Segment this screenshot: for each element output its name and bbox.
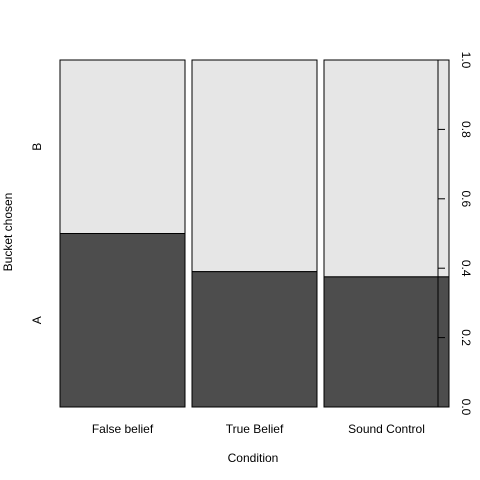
bars-layer	[59, 59, 450, 408]
bar-segment-a	[59, 233, 186, 408]
bar-segment-b	[59, 59, 186, 234]
bar-segment-b	[191, 59, 318, 273]
level-tick-label: A	[30, 316, 44, 324]
right-axis-tick-label: 0.8	[459, 121, 473, 138]
right-axis-tick-label: 0.0	[459, 399, 473, 416]
right-axis-tick-label: 0.2	[459, 329, 473, 346]
level-tick-label: B	[30, 143, 44, 151]
y-axis-title: Bucket chosen	[1, 193, 15, 272]
category-labels: False belief True Belief Sound Control	[92, 422, 425, 436]
right-axis-tick-label: 0.6	[459, 190, 473, 207]
category-tick-label: False belief	[92, 422, 154, 436]
bar-segment-a	[323, 276, 450, 408]
category-tick-label: True Belief	[226, 422, 284, 436]
bar-segment-a	[191, 271, 318, 408]
bar-segment-b	[323, 59, 450, 278]
right-axis: 0.0 0.2 0.4 0.6 0.8 1.0	[437, 52, 473, 416]
right-axis-tick-label: 1.0	[459, 52, 473, 69]
left-axis: AB	[30, 143, 44, 325]
category-tick-label: Sound Control	[348, 422, 425, 436]
right-axis-tick-label: 0.4	[459, 260, 473, 277]
x-axis-title: Condition	[228, 451, 279, 465]
